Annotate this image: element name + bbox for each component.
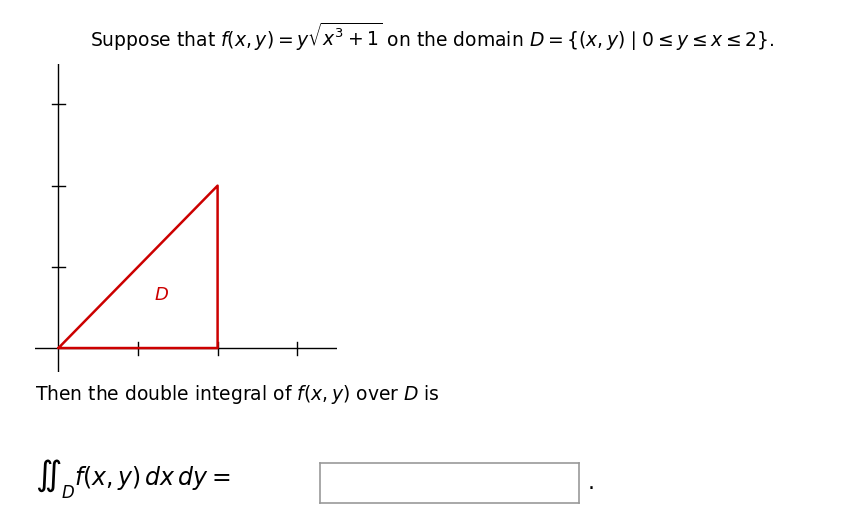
Text: $\iint_D f(x, y)\,dx\,dy = $: $\iint_D f(x, y)\,dx\,dy = $ [35,458,230,501]
Text: $D$: $D$ [155,286,169,304]
Text: .: . [588,473,594,493]
Text: Then the double integral of $f(x, y)$ over $D$ is: Then the double integral of $f(x, y)$ ov… [35,383,440,406]
Text: Suppose that $f(x, y) = y\sqrt{x^3 + 1}$ on the domain $D = \{(x, y) \mid 0 \leq: Suppose that $f(x, y) = y\sqrt{x^3 + 1}$… [90,21,774,53]
